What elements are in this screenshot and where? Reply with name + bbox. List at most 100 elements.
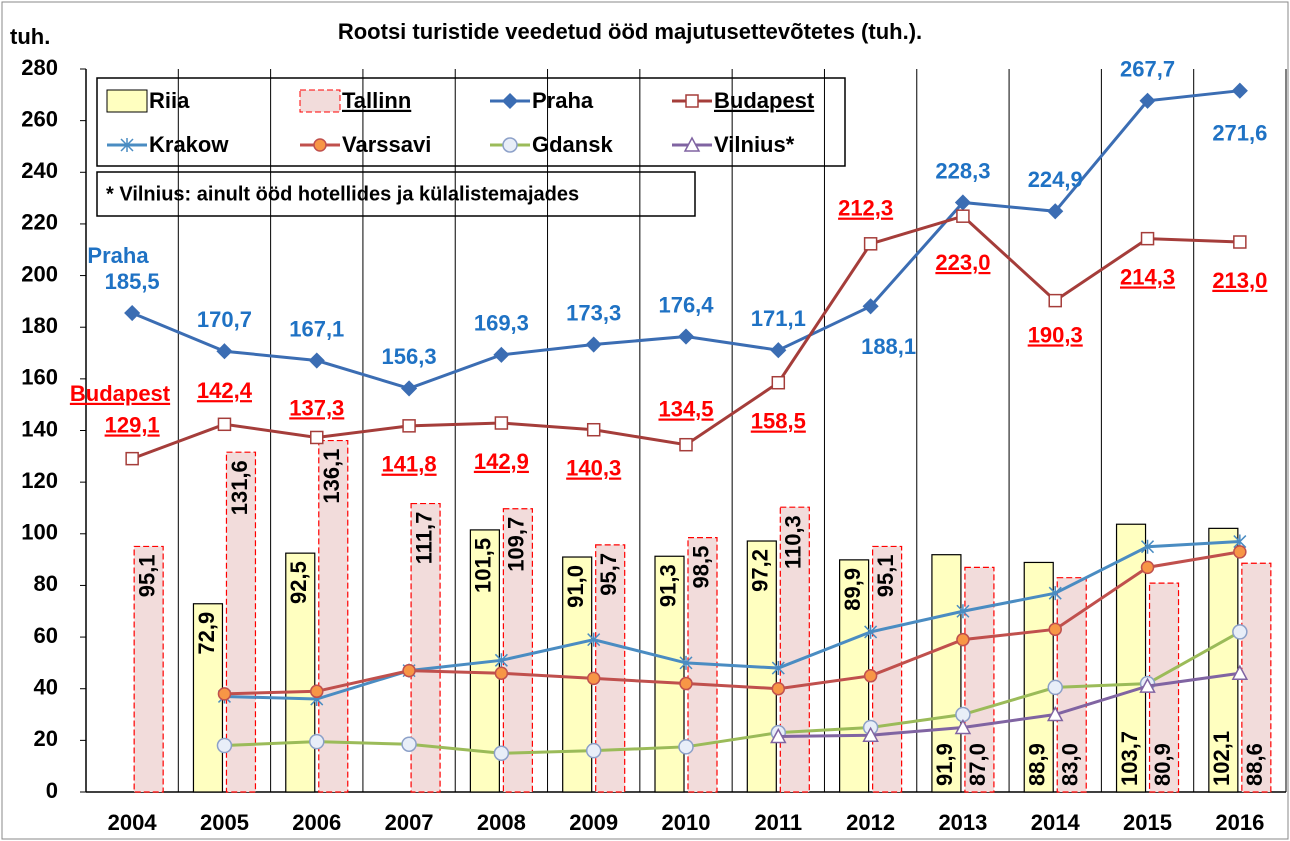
line-value-label: 140,3 [566, 456, 621, 481]
line [778, 671, 1241, 738]
line-value-label: 223,0 [935, 250, 990, 275]
y-tick-label: 160 [21, 365, 58, 390]
line-value-label: 129,1 [105, 412, 160, 437]
x-tick-label: 2008 [477, 810, 526, 835]
bar-value-label: 88,9 [1025, 743, 1050, 786]
legend-marker [120, 138, 134, 152]
x-tick-label: 2005 [200, 810, 249, 835]
legend-label: Vilnius* [714, 132, 795, 157]
bar [318, 439, 349, 793]
bar-value-label: 91,9 [932, 743, 957, 786]
annotation: Budapest [70, 381, 171, 406]
legend-label: Riia [149, 88, 190, 113]
marker [677, 328, 695, 345]
bar [1208, 527, 1239, 793]
marker [770, 727, 787, 744]
bar-value-label: 109,7 [504, 517, 529, 572]
marker [494, 416, 509, 430]
marker [956, 632, 970, 647]
marker [125, 451, 139, 466]
x-tick-label: 2010 [662, 810, 711, 835]
y-axis-label: tuh. [10, 24, 50, 49]
y-tick-label: 240 [21, 158, 58, 183]
line [224, 550, 1241, 696]
marker [586, 671, 601, 686]
line-value-label: 137,3 [289, 395, 344, 420]
legend-marker [683, 136, 701, 152]
marker [1139, 677, 1156, 693]
legend-marker [313, 138, 327, 152]
bar-value-label: 88,6 [1242, 743, 1267, 786]
line-value-label: 142,4 [197, 378, 253, 403]
y-tick-label: 20 [34, 726, 58, 751]
x-tick-label: 2016 [1215, 810, 1264, 835]
marker [310, 684, 324, 699]
marker [586, 422, 601, 437]
line-value-label: 156,3 [382, 344, 437, 369]
legend-swatch [299, 89, 341, 113]
x-tick-label: 2014 [1031, 810, 1081, 835]
bar-value-label: 131,6 [227, 460, 252, 515]
bar-value-label: 95,1 [873, 554, 898, 597]
legend-marker [501, 92, 519, 110]
marker [862, 726, 879, 742]
marker [956, 604, 970, 619]
bar-value-label: 95,7 [596, 553, 621, 596]
line-value-label: 141,8 [382, 452, 437, 477]
marker [216, 737, 233, 754]
x-tick-label: 2015 [1123, 810, 1172, 835]
y-tick-label: 60 [34, 623, 58, 648]
bar [133, 545, 164, 793]
line-value-label: 176,4 [658, 292, 714, 317]
marker [1139, 92, 1156, 109]
annotation: Praha [87, 243, 149, 268]
line-value-label: 224,9 [1028, 167, 1083, 192]
line-value-label: 212,3 [838, 196, 893, 221]
marker [771, 375, 786, 390]
chart-title: Rootsi turistide veedetud ööd majutusett… [338, 19, 922, 44]
bar-value-label: 97,2 [748, 549, 773, 592]
marker [124, 304, 141, 322]
line-value-label: 228,3 [935, 158, 990, 183]
legend-label: Varssavi [342, 132, 431, 157]
bar-value-label: 83,0 [1058, 743, 1083, 786]
legend-box [96, 77, 846, 167]
bar-value-label: 92,5 [286, 561, 311, 604]
marker [402, 419, 416, 433]
marker [1046, 705, 1064, 722]
marker [585, 742, 602, 759]
marker [587, 632, 601, 647]
marker [1233, 235, 1247, 249]
marker [309, 733, 325, 750]
bar-value-label: 110,3 [781, 515, 806, 569]
y-tick-label: 220 [21, 210, 58, 235]
marker [494, 666, 509, 680]
line-value-label: 134,5 [658, 397, 713, 422]
marker [1233, 545, 1247, 559]
bar-value-label: 101,5 [471, 538, 496, 593]
bar-value-label: 80,9 [1150, 743, 1175, 786]
marker [1047, 203, 1064, 220]
line-value-label: 190,3 [1028, 322, 1083, 347]
marker [862, 298, 879, 315]
legend-label: Krakow [149, 132, 229, 157]
bar-value-label: 91,3 [655, 564, 680, 607]
marker [401, 380, 418, 397]
y-tick-label: 180 [21, 313, 58, 338]
y-tick-label: 140 [21, 416, 58, 441]
bar-value-label: 111,7 [411, 512, 436, 565]
line-value-label: 167,1 [289, 316, 344, 341]
marker [679, 655, 693, 670]
marker [585, 336, 602, 353]
legend-marker [685, 94, 699, 108]
marker [863, 237, 878, 251]
marker [1140, 560, 1155, 575]
x-tick-label: 2006 [292, 810, 341, 835]
bar [1023, 561, 1054, 793]
line-value-label: 173,3 [566, 300, 621, 325]
marker [402, 663, 416, 678]
note: * Vilnius: ainult ööd hotellides ja küla… [106, 183, 579, 205]
y-tick-label: 100 [21, 520, 58, 545]
